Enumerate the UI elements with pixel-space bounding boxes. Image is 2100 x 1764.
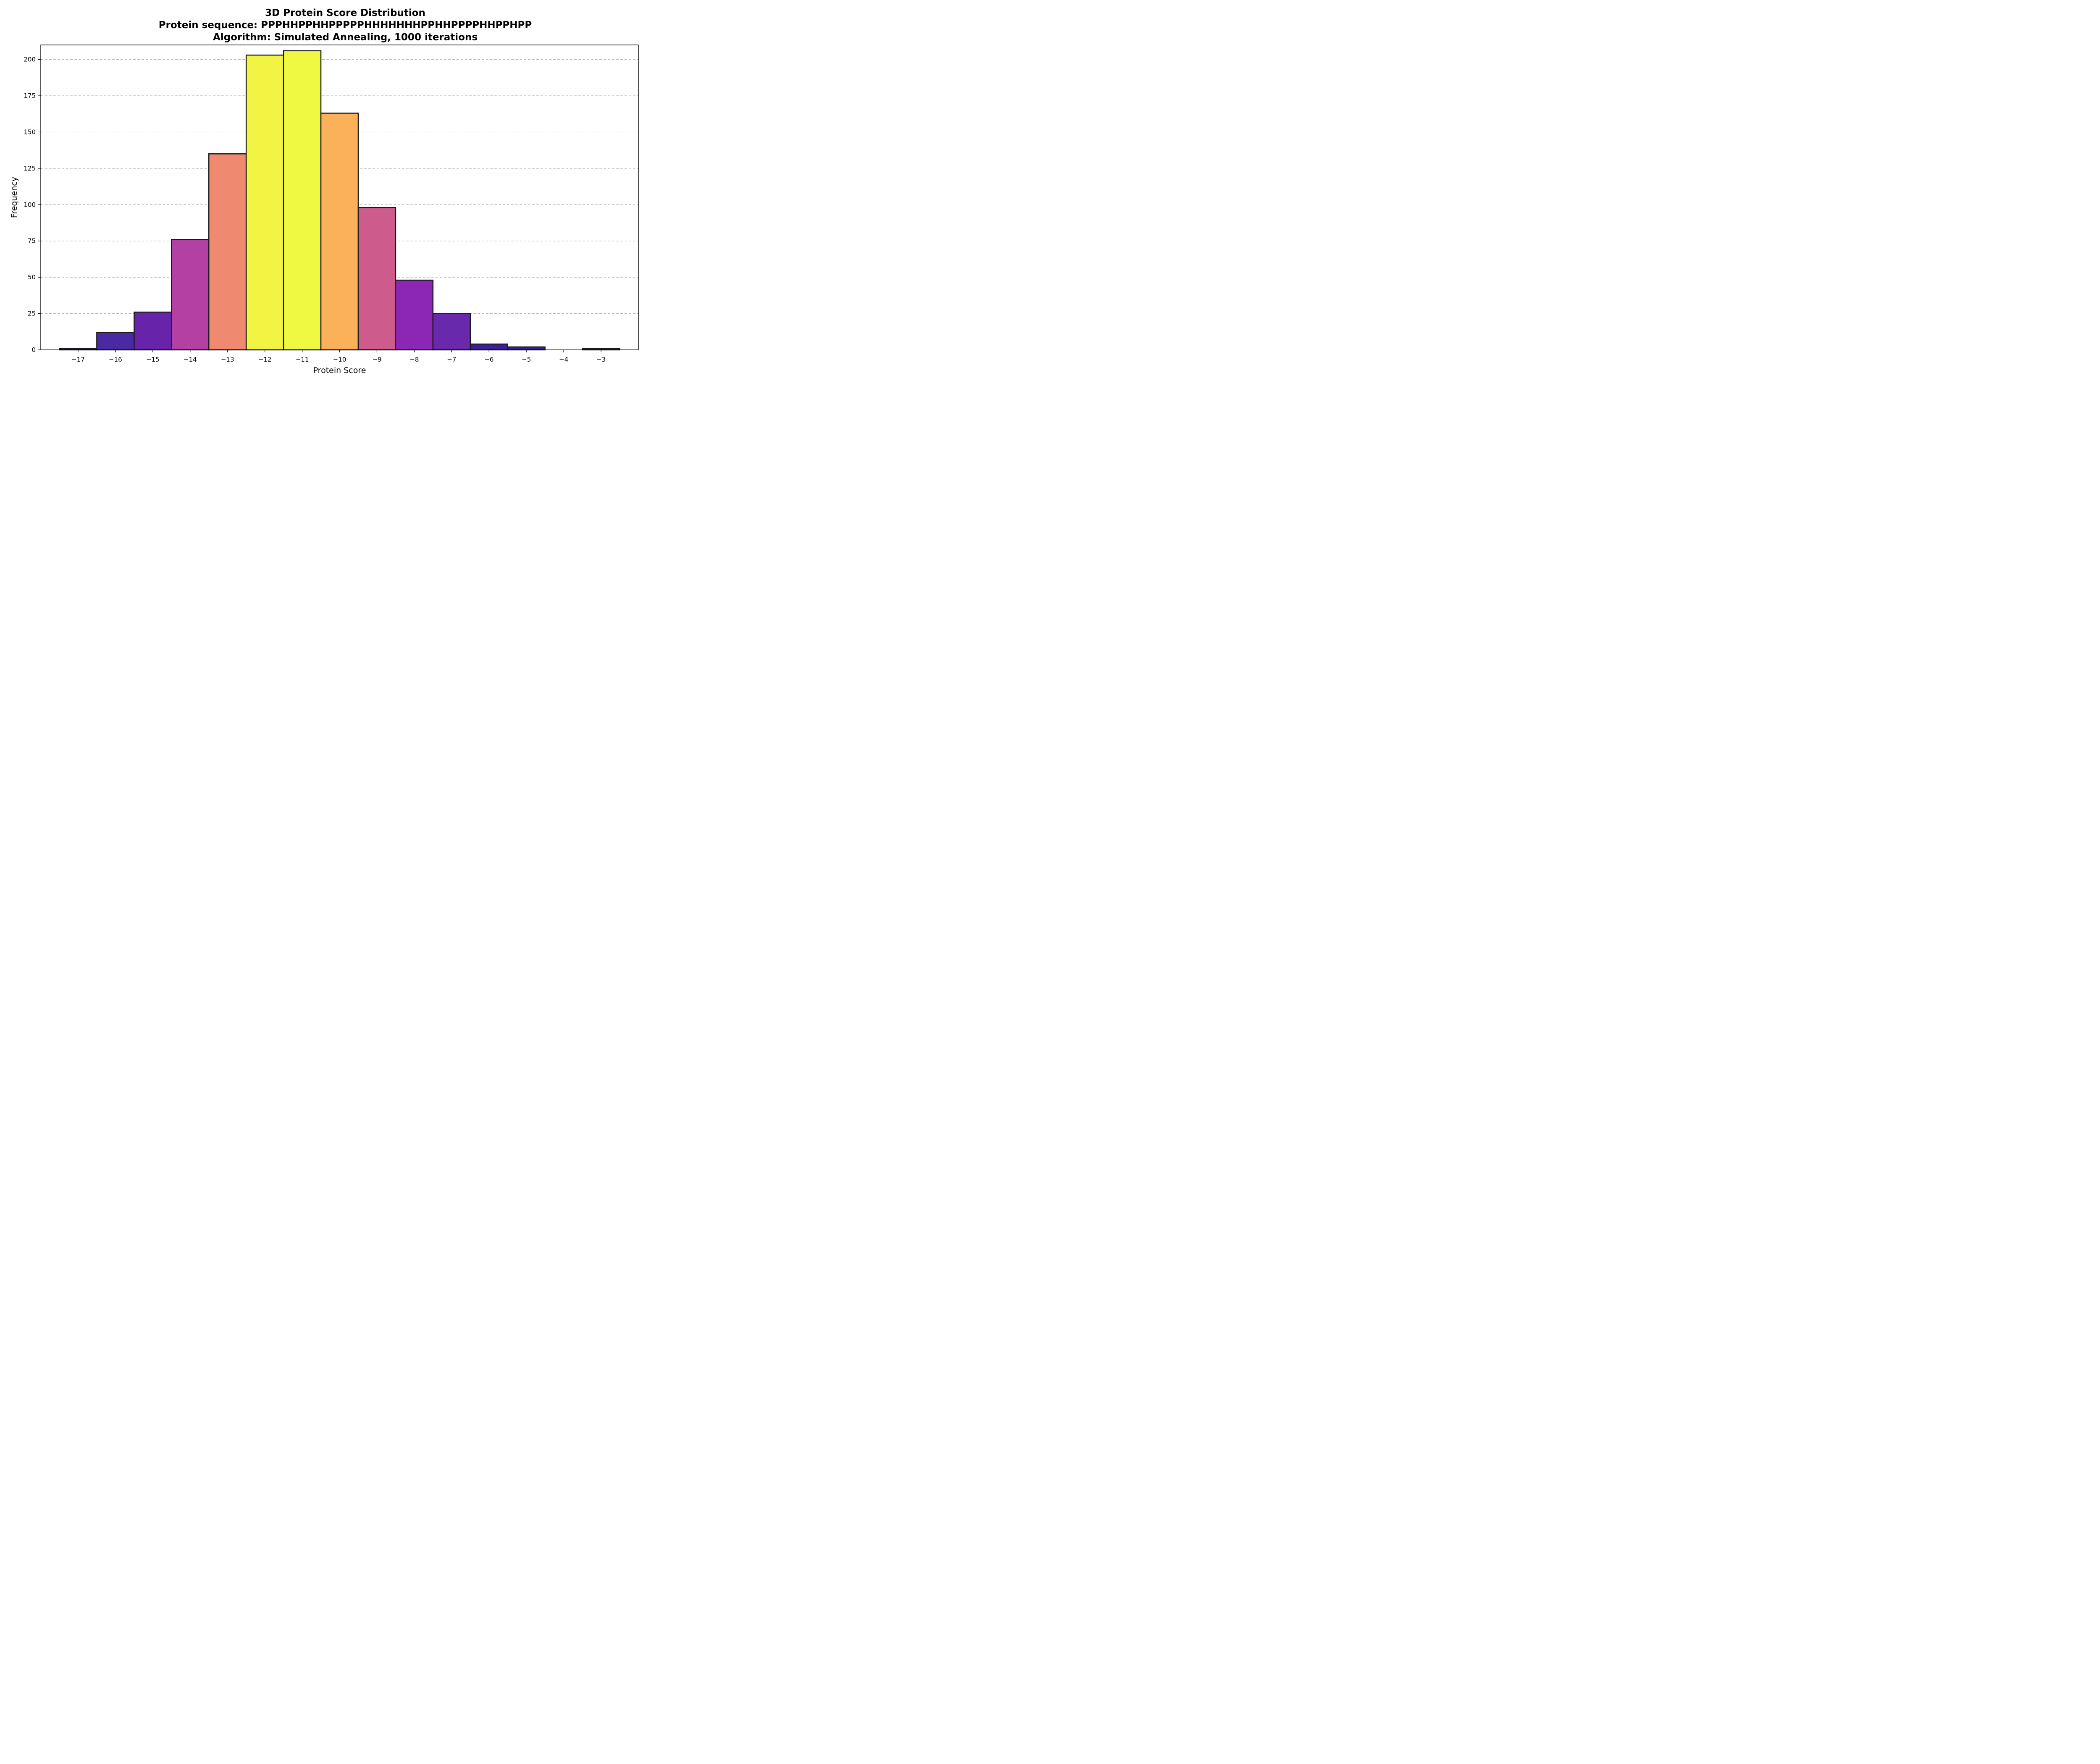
x-tick-label: −15 bbox=[146, 356, 160, 363]
y-tick-label: 150 bbox=[24, 128, 36, 136]
bar bbox=[357, 207, 396, 351]
bar bbox=[208, 153, 247, 351]
y-tick-label: 200 bbox=[24, 56, 36, 63]
x-tick-label: −4 bbox=[559, 356, 568, 363]
x-axis-ticks: −17 −16 −15 −14 −13 −12 −11 −10 −9 −8 −7 −6 −5 −4 −3 bbox=[71, 350, 606, 363]
bar bbox=[432, 313, 471, 351]
bar bbox=[134, 311, 172, 351]
y-tick-label: 175 bbox=[24, 92, 36, 100]
y-tick-label: 100 bbox=[24, 201, 36, 208]
bar bbox=[470, 343, 508, 351]
y-tick-label: 50 bbox=[28, 273, 36, 281]
x-tick-label: −6 bbox=[484, 356, 494, 363]
y-tick-label: 25 bbox=[28, 310, 36, 318]
x-tick-label: −3 bbox=[596, 356, 606, 363]
y-tick-label: 0 bbox=[32, 346, 36, 354]
bar bbox=[96, 332, 135, 351]
bar bbox=[507, 346, 546, 351]
y-axis-ticks: 0 25 50 75 100 125 150 175 200 bbox=[24, 56, 41, 354]
y-tick-label: 125 bbox=[24, 165, 36, 172]
chart-title: 3D Protein Score Distribution Protein se… bbox=[159, 8, 532, 43]
bar bbox=[171, 239, 210, 351]
x-tick-label: −11 bbox=[296, 356, 309, 363]
x-axis-label: Protein Score bbox=[313, 366, 366, 375]
title-line-2: Protein sequence: PPPHHPPHHPPPPPHHHHHHHP… bbox=[159, 20, 532, 31]
x-tick-label: −8 bbox=[410, 356, 419, 363]
bar bbox=[320, 113, 359, 351]
x-tick-label: −12 bbox=[258, 356, 272, 363]
x-tick-label: −7 bbox=[447, 356, 456, 363]
bar bbox=[283, 50, 322, 351]
y-tick-label: 75 bbox=[28, 237, 36, 245]
title-line-1: 3D Protein Score Distribution bbox=[265, 8, 425, 18]
x-tick-label: −14 bbox=[184, 356, 197, 363]
bar bbox=[245, 54, 284, 351]
x-tick-label: −9 bbox=[372, 356, 381, 363]
x-tick-label: −16 bbox=[109, 356, 122, 363]
title-line-3: Algorithm: Simulated Annealing, 1000 ite… bbox=[213, 32, 478, 43]
x-tick-label: −5 bbox=[522, 356, 531, 363]
x-tick-label: −13 bbox=[221, 356, 234, 363]
x-tick-label: −10 bbox=[333, 356, 346, 363]
x-tick-label: −17 bbox=[71, 356, 85, 363]
bar-series bbox=[59, 50, 620, 351]
histogram-chart: 3D Protein Score Distribution Protein se… bbox=[10, 8, 639, 375]
y-axis-label: Frequency bbox=[10, 177, 19, 218]
bar bbox=[395, 279, 434, 351]
